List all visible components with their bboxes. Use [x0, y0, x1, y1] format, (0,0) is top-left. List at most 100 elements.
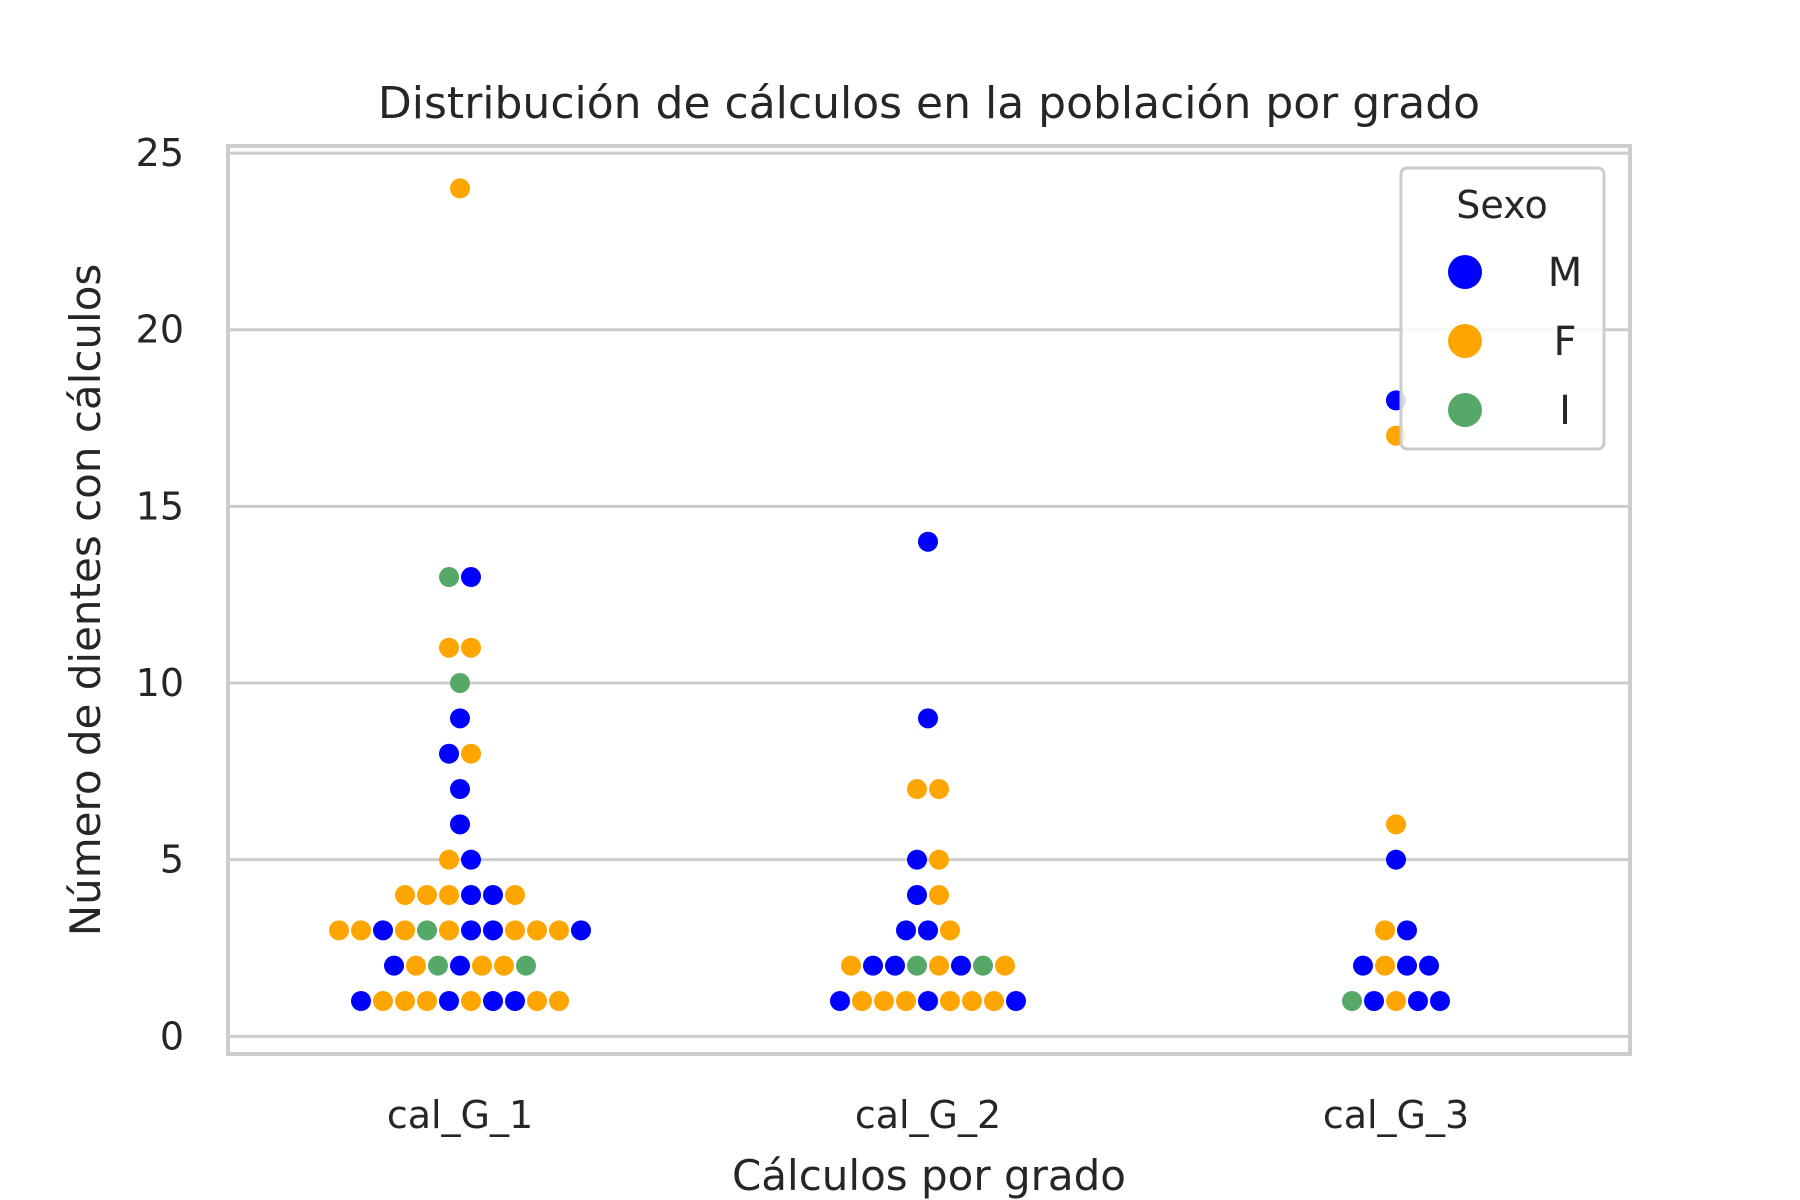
data-point — [1375, 920, 1395, 941]
data-point — [940, 920, 960, 941]
data-point — [461, 849, 481, 870]
data-point — [450, 814, 470, 835]
legend-box — [1399, 166, 1606, 451]
data-point — [1408, 991, 1428, 1012]
data-point — [929, 779, 949, 800]
x-tick-label: cal_G_2 — [855, 1093, 1001, 1137]
data-point — [395, 885, 415, 906]
data-point — [395, 991, 415, 1012]
data-point — [951, 955, 971, 976]
data-points — [329, 178, 1450, 1012]
data-point — [351, 991, 371, 1012]
y-tick-label: 25 — [136, 131, 184, 175]
data-point — [907, 955, 927, 976]
data-point — [483, 991, 503, 1012]
data-point — [351, 920, 371, 941]
data-point — [450, 178, 470, 199]
data-point — [1386, 991, 1406, 1012]
data-point — [995, 955, 1015, 976]
y-tick-label: 10 — [136, 661, 184, 705]
data-point — [527, 920, 547, 941]
data-point — [929, 955, 949, 976]
data-point — [406, 955, 426, 976]
data-point — [461, 991, 481, 1012]
data-point — [516, 955, 536, 976]
data-point — [1386, 814, 1406, 835]
plot-frame — [226, 144, 1632, 1056]
data-point — [417, 991, 437, 1012]
data-point — [1353, 955, 1373, 976]
data-point — [384, 955, 404, 976]
data-point — [417, 885, 437, 906]
data-point — [439, 849, 459, 870]
legend-title: Sexo — [1456, 183, 1547, 227]
legend-label: I — [1559, 388, 1571, 434]
data-point — [439, 743, 459, 764]
legend-marker — [1448, 255, 1482, 289]
data-point — [1386, 849, 1406, 870]
legend-label: F — [1553, 319, 1576, 365]
data-point — [571, 920, 591, 941]
data-point — [450, 708, 470, 729]
data-point — [461, 743, 481, 764]
y-axis-label: Número de dientes con cálculos — [61, 264, 110, 937]
data-point — [417, 920, 437, 941]
data-point — [439, 991, 459, 1012]
data-point — [1342, 991, 1362, 1012]
data-point — [494, 955, 514, 976]
data-point — [885, 955, 905, 976]
data-point — [439, 567, 459, 588]
data-point — [896, 920, 916, 941]
y-tick-labels: 0 5 10 15 20 25 — [136, 131, 184, 1058]
data-point — [439, 637, 459, 658]
data-point — [373, 991, 393, 1012]
data-point — [461, 920, 481, 941]
data-point — [461, 885, 481, 906]
y-tick-label: 20 — [136, 308, 184, 352]
data-point — [863, 955, 883, 976]
data-point — [527, 991, 547, 1012]
data-point — [918, 920, 938, 941]
data-point — [918, 708, 938, 729]
data-point — [505, 920, 525, 941]
data-point — [329, 920, 349, 941]
data-point — [896, 991, 916, 1012]
data-point — [483, 920, 503, 941]
y-tick-label: 5 — [160, 838, 184, 882]
y-tick-label: 0 — [160, 1014, 184, 1058]
data-point — [1375, 955, 1395, 976]
data-point — [852, 991, 872, 1012]
legend: Sexo MFI — [1399, 166, 1606, 451]
data-point — [962, 991, 982, 1012]
data-point — [907, 849, 927, 870]
legend-marker — [1448, 393, 1482, 427]
x-tick-labels: cal_G_1 cal_G_2 cal_G_3 — [387, 1093, 1469, 1137]
data-point — [549, 920, 569, 941]
data-point — [505, 991, 525, 1012]
data-point — [1430, 991, 1450, 1012]
data-point — [483, 885, 503, 906]
x-tick-label: cal_G_3 — [1323, 1093, 1469, 1137]
data-point — [373, 920, 393, 941]
data-point — [984, 991, 1004, 1012]
legend-marker — [1448, 324, 1482, 358]
data-point — [907, 885, 927, 906]
data-point — [1006, 991, 1026, 1012]
data-point — [907, 779, 927, 800]
data-point — [450, 779, 470, 800]
data-point — [505, 885, 525, 906]
chart-title: Distribución de cálculos en la población… — [378, 78, 1480, 129]
x-axis-label: Cálculos por grado — [732, 1151, 1126, 1200]
data-point — [395, 920, 415, 941]
legend-entries: MFI — [1448, 250, 1582, 434]
legend-label: M — [1548, 250, 1583, 296]
data-point — [450, 955, 470, 976]
data-point — [874, 991, 894, 1012]
data-point — [549, 991, 569, 1012]
data-point — [450, 673, 470, 694]
data-point — [1397, 920, 1417, 941]
x-tick-label: cal_G_1 — [387, 1093, 533, 1137]
data-point — [439, 885, 459, 906]
data-point — [940, 991, 960, 1012]
